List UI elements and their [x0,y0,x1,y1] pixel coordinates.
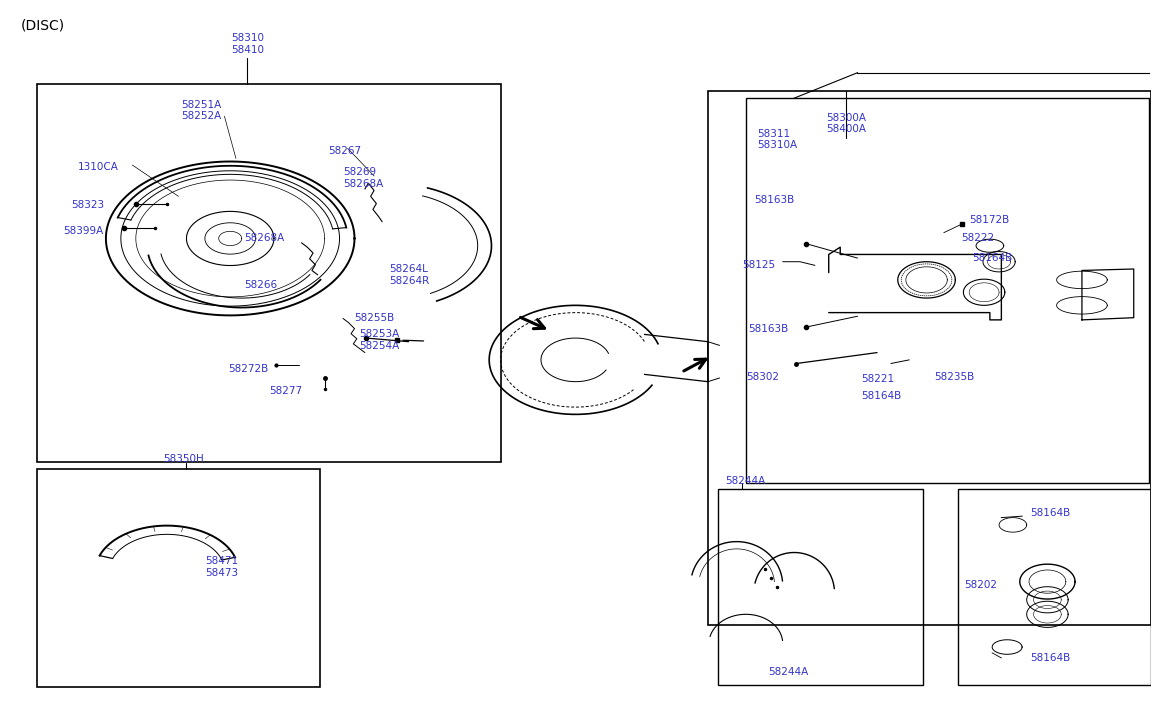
Text: 1310CA: 1310CA [78,162,120,172]
Text: 58277: 58277 [269,386,302,396]
Text: 58310
58410: 58310 58410 [231,33,264,55]
Text: 58267: 58267 [328,146,361,156]
Text: 58202: 58202 [965,580,998,590]
Text: 58125: 58125 [742,260,776,270]
Text: 58164B: 58164B [1030,507,1070,518]
Text: 58266: 58266 [244,280,277,290]
Text: 58163B: 58163B [754,195,794,205]
Text: 58272B: 58272B [228,364,268,374]
Bar [958,489,1151,685]
Text: 58471
58473: 58471 58473 [205,556,238,578]
Text: 58255B: 58255B [355,313,395,324]
Text: 58221: 58221 [861,374,894,385]
Text: 58268A: 58268A [244,233,284,244]
Text: 58264L
58264R: 58264L 58264R [389,264,429,286]
Bar [718,489,923,685]
Text: 58302: 58302 [746,371,779,382]
Bar [37,469,320,687]
Text: (DISC): (DISC) [21,18,64,32]
Text: 58300A
58400A: 58300A 58400A [826,113,866,134]
Text: 58222: 58222 [961,233,994,244]
Text: 58399A: 58399A [63,226,104,236]
Bar [746,98,1149,483]
Text: 58269
58268A: 58269 58268A [343,167,383,189]
Text: 58244A: 58244A [725,476,765,486]
Text: 58163B: 58163B [748,324,788,334]
Text: 58235B: 58235B [935,371,975,382]
Text: 58323: 58323 [71,200,105,210]
Bar [708,91,1151,625]
Text: 58244A: 58244A [769,667,808,678]
Text: 58350H: 58350H [163,454,204,465]
Text: 58253A
58254A: 58253A 58254A [359,329,399,351]
Text: 58164B: 58164B [1030,653,1070,663]
Text: 58164B: 58164B [973,253,1013,263]
Text: 58172B: 58172B [969,214,1009,225]
Bar [37,84,501,462]
Text: 58251A
58252A: 58251A 58252A [182,100,221,121]
Text: 58311
58310A: 58311 58310A [757,129,798,150]
Text: 58164B: 58164B [861,391,901,401]
